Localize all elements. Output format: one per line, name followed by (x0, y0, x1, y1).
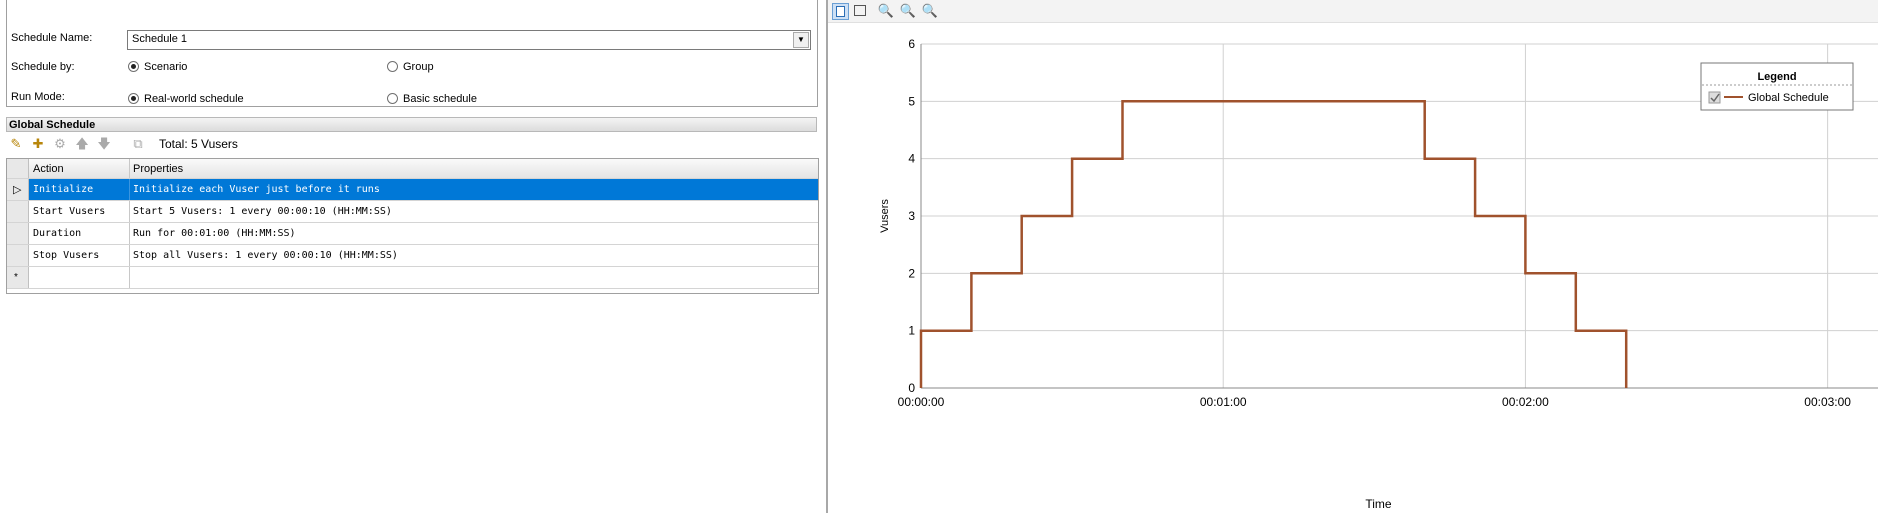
new-row[interactable]: * (7, 267, 818, 289)
legend-box (1700, 62, 1854, 111)
row-selector[interactable]: * (7, 267, 29, 288)
radio-real-world-label: Real-world schedule (144, 93, 244, 105)
chevron-down-icon[interactable]: ▼ (793, 32, 809, 48)
grid-corner (7, 159, 29, 178)
actions-grid: Action Properties ▷ Initialize Initializ… (6, 158, 819, 294)
y-tick-label: 6 (908, 37, 915, 51)
copy-icon[interactable]: ⧉ (133, 136, 143, 151)
zoom-in-icon[interactable]: 🔍 (877, 3, 895, 18)
chart-legend: Legend Global Schedule (1700, 62, 1854, 111)
column-header-action[interactable]: Action (33, 163, 64, 175)
x-tick-label: 00:00:00 (898, 395, 945, 409)
legend-entry: Global Schedule (1748, 92, 1829, 104)
y-tick-label: 5 (908, 94, 915, 108)
cell-action[interactable]: Duration (33, 228, 82, 239)
zoom-reset-icon[interactable]: 🔍 (921, 3, 939, 18)
move-down-icon[interactable]: 🡇 (97, 136, 111, 151)
schedule-name-value: Schedule 1 (132, 33, 188, 45)
y-tick-label: 2 (908, 266, 915, 280)
total-vusers-label: Total: 5 Vusers (159, 137, 238, 151)
fit-view-icon[interactable] (852, 3, 867, 18)
row-selector[interactable] (7, 223, 29, 244)
row-selector[interactable] (7, 245, 29, 266)
radio-group-label: Group (403, 61, 434, 73)
chart-series (919, 100, 1628, 388)
cell-action[interactable]: Initialize (33, 184, 94, 195)
y-tick-label: 3 (908, 209, 915, 223)
schedule-editor-pane: ▦ ✕ ▤ ◷ Schedule Name: Schedule 1 ▼ Sche… (0, 0, 826, 513)
cell-properties[interactable]: Stop all Vusers: 1 every 00:00:10 (HH:MM… (133, 250, 398, 261)
column-header-properties[interactable]: Properties (133, 163, 184, 175)
new-row-marker: * (14, 272, 18, 283)
radio-real-world[interactable] (128, 93, 139, 104)
move-up-icon[interactable]: 🡅 (75, 136, 89, 151)
run-mode-label: Run Mode: (11, 91, 65, 103)
grid-header-row: Action Properties (7, 159, 818, 179)
global-schedule-header: Global Schedule (6, 117, 817, 132)
splitter[interactable] (826, 0, 828, 513)
radio-group[interactable] (387, 61, 398, 72)
radio-basic[interactable] (387, 93, 398, 104)
x-axis-label: Time (1365, 497, 1392, 511)
schedule-by-label: Schedule by: (11, 61, 75, 73)
series-line-global-schedule (919, 100, 1628, 388)
schedule-name-combobox[interactable]: Schedule 1 ▼ (127, 30, 811, 50)
legend-title: Legend (1757, 71, 1796, 83)
cell-properties[interactable]: Initialize each Vuser just before it run… (133, 184, 380, 195)
legend-checkbox[interactable] (1708, 91, 1721, 104)
row-selector[interactable] (7, 201, 29, 222)
page-view-icon[interactable] (832, 3, 849, 20)
cell-properties[interactable]: Run for 00:01:00 (HH:MM:SS) (133, 228, 296, 239)
add-action-icon[interactable]: ✚ (32, 136, 44, 151)
x-tick-label: 00:02:00 (1502, 395, 1549, 409)
table-row[interactable]: ▷ Initialize Initialize each Vuser just … (7, 179, 818, 201)
edit-action-icon[interactable]: ✎ (10, 136, 22, 151)
current-row-icon: ▷ (13, 184, 22, 196)
settings-icon[interactable]: ⚙ (54, 136, 66, 151)
cell-properties[interactable]: Start 5 Vusers: 1 every 00:00:10 (HH:MM:… (133, 206, 392, 217)
table-row[interactable]: Duration Run for 00:01:00 (HH:MM:SS) (7, 223, 818, 245)
check-icon (1710, 93, 1720, 103)
x-tick-label: 00:03:00 (1804, 395, 1851, 409)
cell-action[interactable]: Stop Vusers (33, 250, 100, 261)
zoom-out-icon[interactable]: 🔍 (899, 3, 917, 18)
row-selector[interactable]: ▷ (7, 179, 29, 200)
global-schedule-toolbar: ✎ ✚ ⚙ 🡅 🡇 ⧉ Total: 5 Vusers (6, 133, 817, 155)
chart-tick-labels: 0 1 2 3 4 5 6 00:00:00 00:01:00 00:02:00 00:03:00 (898, 37, 1852, 409)
y-tick-label: 0 (908, 381, 915, 395)
table-row[interactable]: Start Vusers Start 5 Vusers: 1 every 00:… (7, 201, 818, 223)
table-row[interactable]: Stop Vusers Stop all Vusers: 1 every 00:… (7, 245, 818, 267)
y-tick-label: 4 (908, 152, 915, 166)
cell-action[interactable]: Start Vusers (33, 206, 106, 217)
x-tick-label: 00:01:00 (1200, 395, 1247, 409)
schedule-settings-box: Schedule Name: Schedule 1 ▼ Schedule by:… (6, 0, 818, 107)
radio-basic-label: Basic schedule (403, 93, 477, 105)
radio-scenario[interactable] (128, 61, 139, 72)
schedule-name-label: Schedule Name: (11, 32, 93, 44)
y-axis-label: Vusers (879, 199, 891, 233)
y-tick-label: 1 (908, 324, 915, 338)
radio-scenario-label: Scenario (144, 61, 188, 73)
chart-toolbar: 🔍 🔍 🔍 (828, 0, 1878, 23)
